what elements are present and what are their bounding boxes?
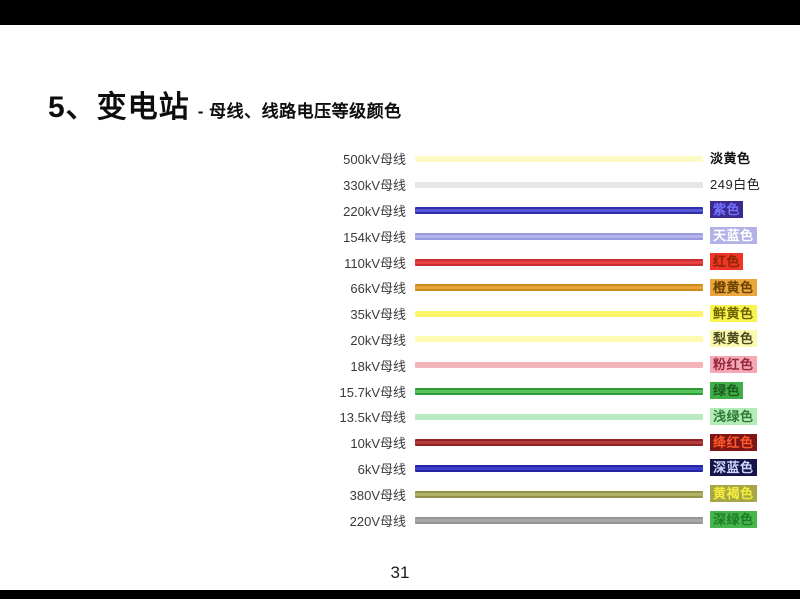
voltage-bar-track: [415, 181, 703, 188]
page-title: 5、变电站 - 母线、线路电压等级颜色: [48, 82, 402, 126]
voltage-bar-track: [415, 464, 703, 472]
voltage-label: 10kV母线: [350, 436, 406, 452]
title-main: 5、变电站: [48, 91, 190, 124]
voltage-color-bar: [415, 413, 703, 420]
color-name-badge: 紫色: [710, 201, 744, 219]
voltage-bar-track: [415, 387, 703, 395]
voltage-color-bar: [415, 439, 703, 447]
color-name-cell: 梨黄色: [703, 330, 774, 348]
color-name-cell: 粉红色: [703, 356, 774, 374]
voltage-bar-track: [415, 284, 703, 292]
color-name-cell: 绛红色: [703, 433, 774, 452]
voltage-bar-track: [415, 516, 703, 524]
voltage-bar-track: [415, 258, 703, 266]
voltage-label: 35kV母线: [350, 307, 406, 323]
voltage-row: 500kV母线 淡黄色: [306, 146, 774, 172]
color-name-badge: 绿色: [710, 382, 744, 400]
color-name-cell: 鲜黄色: [703, 304, 774, 323]
voltage-bar-track: [415, 362, 703, 369]
voltage-color-legend: 500kV母线 淡黄色 330kV母线 249白色 220kV母线 紫色 154…: [306, 146, 774, 533]
voltage-label: 18kV母线: [350, 358, 406, 374]
voltage-color-bar: [415, 310, 703, 317]
top-letterbox-bar: [0, 0, 800, 25]
voltage-bar-track: [415, 206, 703, 214]
voltage-label: 110kV母线: [344, 255, 406, 271]
voltage-bar-track: [415, 232, 703, 240]
color-name-cell: 深绿色: [703, 511, 774, 529]
voltage-label: 66kV母线: [350, 281, 406, 297]
color-name-cell: 天蓝色: [703, 227, 774, 245]
voltage-color-bar: [415, 490, 703, 498]
voltage-row: 330kV母线 249白色: [306, 172, 774, 198]
voltage-color-bar: [415, 362, 703, 369]
voltage-color-bar: [415, 387, 703, 395]
voltage-color-bar: [415, 181, 703, 188]
voltage-row: 220kV母线 紫色: [306, 198, 774, 224]
voltage-row: 110kV母线 红色: [306, 249, 774, 275]
voltage-row: 380V母线 黄褐色: [306, 481, 774, 507]
voltage-row: 220V母线 深绿色: [306, 507, 774, 533]
voltage-row: 15.7kV母线 绿色: [306, 378, 774, 404]
voltage-bar-track: [415, 439, 703, 447]
voltage-color-bar: [415, 464, 703, 472]
voltage-color-bar: [415, 284, 703, 292]
color-name-badge: 黄褐色: [710, 485, 757, 503]
voltage-row: 20kV母线 梨黄色: [306, 327, 774, 353]
color-name-cell: 浅绿色: [703, 407, 774, 426]
voltage-color-bar: [415, 336, 703, 343]
voltage-row: 154kV母线 天蓝色: [306, 223, 774, 249]
color-name-cell: 深蓝色: [703, 459, 774, 477]
voltage-row: 6kV母线 深蓝色: [306, 456, 774, 482]
voltage-bar-track: [415, 310, 703, 317]
color-name-badge: 粉红色: [710, 356, 757, 374]
voltage-label: 380V母线: [349, 487, 406, 503]
voltage-label: 15.7kV母线: [339, 384, 406, 400]
voltage-bar-track: [415, 490, 703, 498]
color-name-badge: 深蓝色: [710, 459, 757, 477]
voltage-label: 500kV母线: [343, 152, 406, 168]
color-name-badge: 深绿色: [710, 511, 757, 529]
voltage-label: 330kV母线: [343, 178, 406, 194]
voltage-label: 220V母线: [349, 513, 406, 529]
color-name-cell: 249白色: [703, 176, 774, 194]
color-name-cell: 橙黄色: [703, 278, 774, 297]
voltage-label: 154kV母线: [343, 229, 406, 245]
color-name-cell: 黄褐色: [703, 485, 774, 503]
voltage-color-bar: [415, 155, 703, 162]
voltage-bar-track: [415, 413, 703, 420]
voltage-label: 6kV母线: [357, 461, 406, 477]
voltage-row: 13.5kV母线 浅绿色: [306, 404, 774, 430]
color-name-badge: 绛红色: [710, 433, 757, 451]
color-name-badge: 浅绿色: [710, 407, 757, 425]
color-name-cell: 淡黄色: [703, 150, 774, 168]
voltage-color-bar: [415, 232, 703, 240]
title-subtitle: - 母线、线路电压等级颜色: [197, 102, 402, 121]
color-name-badge: 249白色: [710, 176, 761, 192]
voltage-row: 18kV母线 粉红色: [306, 352, 774, 378]
color-name-cell: 红色: [703, 253, 774, 271]
voltage-label: 220kV母线: [343, 203, 406, 219]
color-name-cell: 紫色: [703, 201, 774, 219]
voltage-bar-track: [415, 155, 703, 162]
voltage-label: 20kV母线: [350, 332, 406, 348]
voltage-color-bar: [415, 516, 703, 524]
color-name-cell: 绿色: [703, 382, 774, 400]
voltage-row: 66kV母线 橙黄色: [306, 275, 774, 301]
voltage-color-bar: [415, 258, 703, 266]
color-name-badge: 橙黄色: [710, 278, 757, 296]
color-name-badge: 梨黄色: [710, 330, 757, 348]
color-name-badge: 淡黄色: [710, 150, 751, 166]
color-name-badge: 红色: [710, 253, 744, 271]
color-name-badge: 天蓝色: [710, 227, 757, 245]
voltage-row: 10kV母线 绛红色: [306, 430, 774, 456]
color-name-badge: 鲜黄色: [710, 304, 757, 322]
page-number: 31: [390, 563, 410, 582]
voltage-color-bar: [415, 206, 703, 214]
voltage-bar-track: [415, 336, 703, 343]
voltage-label: 13.5kV母线: [339, 410, 406, 426]
voltage-row: 35kV母线 鲜黄色: [306, 301, 774, 327]
bottom-letterbox-bar: [0, 590, 800, 599]
